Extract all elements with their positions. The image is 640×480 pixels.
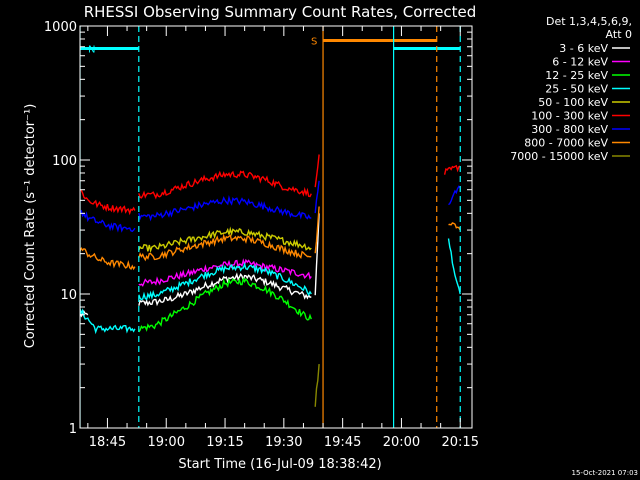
y-axis-label: Corrected Count Rate (s⁻¹ detector⁻¹) bbox=[23, 104, 38, 349]
series-line-7-segment-2 bbox=[314, 206, 320, 254]
y-tick-label-2: 100 bbox=[52, 154, 77, 169]
y-tick-label-3: 1000 bbox=[44, 20, 77, 35]
series-line-7-segment-3 bbox=[448, 222, 461, 231]
series-line-6-segment-2 bbox=[314, 180, 320, 214]
legend-header-line-2: Att 0 bbox=[606, 28, 632, 41]
series-line-6-segment-0 bbox=[80, 209, 136, 233]
series-line-1-segment-0 bbox=[138, 258, 312, 287]
x-axis-label: Start Time (16-Jul-09 18:38:42) bbox=[178, 457, 381, 472]
y-tick-label-1: 10 bbox=[60, 288, 77, 303]
x-tick-label-2: 19:15 bbox=[206, 435, 243, 450]
legend-label-1: 6 - 12 keV bbox=[552, 56, 608, 69]
series-line-5-segment-1 bbox=[138, 170, 312, 200]
legend-header-line-1: Det 1,3,4,5,6,9, bbox=[546, 15, 632, 28]
series-line-5-segment-0 bbox=[80, 189, 136, 216]
legend-label-3: 25 - 50 keV bbox=[545, 83, 608, 96]
legend-label-4: 50 - 100 keV bbox=[538, 96, 608, 109]
legend-label-6: 300 - 800 keV bbox=[531, 123, 608, 136]
x-tick-label-6: 20:15 bbox=[442, 435, 479, 450]
series-line-8-segment-0 bbox=[314, 364, 320, 407]
legend-label-0: 3 - 6 keV bbox=[559, 42, 608, 55]
timestamp: 15-Oct-2021 07:03 bbox=[572, 469, 638, 477]
series-line-0-segment-1 bbox=[138, 272, 312, 307]
series-line-0-segment-2 bbox=[314, 213, 320, 296]
series-line-4-segment-0 bbox=[138, 226, 312, 254]
series-line-5-segment-2 bbox=[314, 154, 320, 188]
series-line-7-segment-0 bbox=[80, 247, 136, 271]
x-tick-label-1: 19:00 bbox=[148, 435, 185, 450]
chart-title: RHESSI Observing Summary Count Rates, Co… bbox=[84, 3, 477, 21]
series-line-5-segment-3 bbox=[443, 164, 461, 175]
flag-label-0: N bbox=[88, 44, 95, 55]
y-tick-label-0: 1 bbox=[69, 422, 77, 437]
x-tick-label-0: 18:45 bbox=[89, 435, 126, 450]
series-line-7-segment-1 bbox=[138, 233, 312, 262]
legend-label-2: 12 - 25 keV bbox=[545, 69, 608, 82]
series-line-6-segment-1 bbox=[138, 194, 312, 222]
series-line-0-segment-0 bbox=[80, 309, 89, 318]
series-line-3-segment-1 bbox=[138, 262, 312, 301]
flag-label-1: S bbox=[311, 36, 317, 47]
series-line-6-segment-3 bbox=[448, 185, 461, 206]
legend-label-8: 7000 - 15000 keV bbox=[510, 150, 608, 163]
legend-label-5: 100 - 300 keV bbox=[531, 110, 608, 123]
legend-label-7: 800 - 7000 keV bbox=[524, 137, 608, 150]
x-tick-label-4: 19:45 bbox=[324, 435, 361, 450]
series-line-3-segment-2 bbox=[447, 238, 461, 295]
x-tick-label-5: 20:00 bbox=[383, 435, 420, 450]
series-line-2-segment-0 bbox=[138, 276, 312, 333]
plot-frame bbox=[79, 25, 473, 429]
x-tick-label-3: 19:30 bbox=[265, 435, 302, 450]
series-line-3-segment-0 bbox=[80, 308, 136, 335]
